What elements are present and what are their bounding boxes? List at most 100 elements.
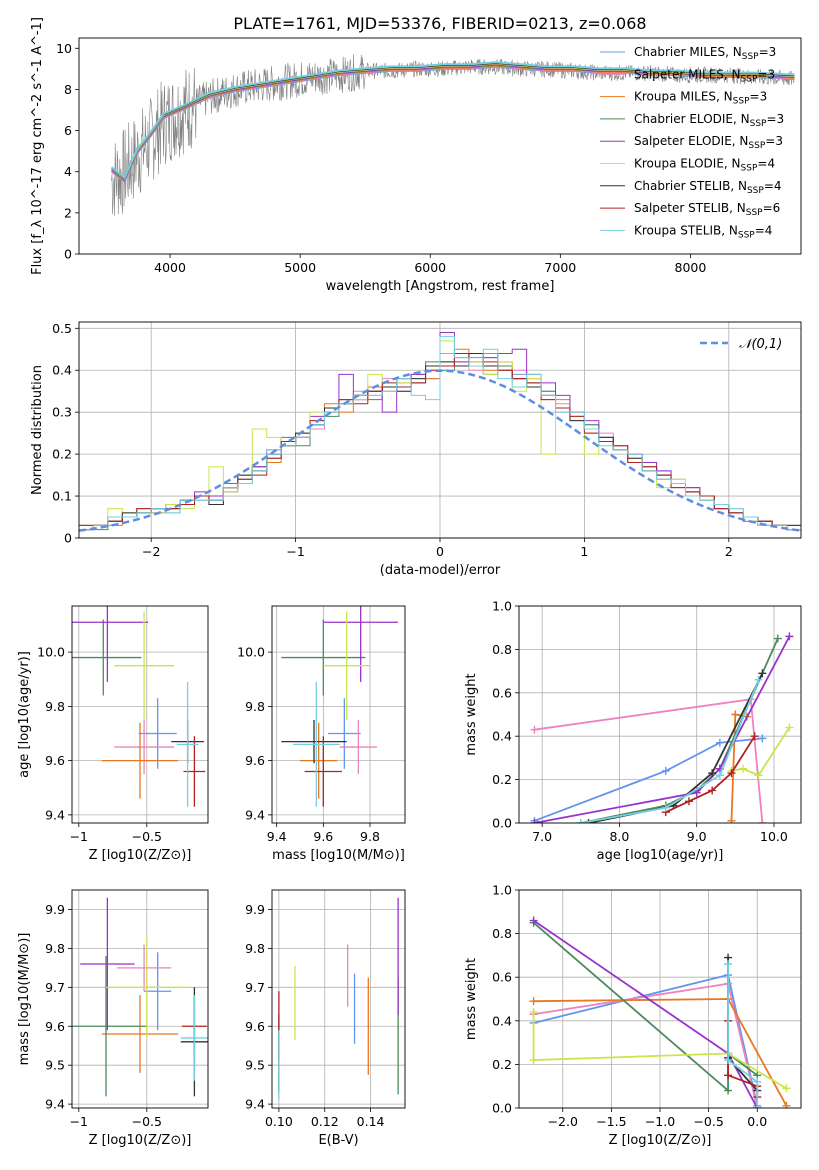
massweight-marker xyxy=(754,675,763,684)
axes-frame xyxy=(78,37,802,255)
massweight-marker xyxy=(529,997,538,1006)
y-tick-label: 0.8 xyxy=(492,642,512,657)
x-axis-label: Z [log10(Z/Z⊙)] xyxy=(89,848,192,863)
x-axis-label: Z [log10(Z/Z⊙)] xyxy=(89,1133,192,1148)
massweight-marker xyxy=(724,1086,733,1095)
massweight-marker xyxy=(684,797,693,806)
massweight-marker xyxy=(661,766,670,775)
massweight-marker xyxy=(750,732,759,741)
x-tick-label: −1.5 xyxy=(596,1114,626,1129)
y-tick-label: 9.6 xyxy=(245,1019,265,1034)
massweight-marker xyxy=(785,632,794,641)
legend-label: Chabrier ELODIE, NSSP=3 xyxy=(634,112,784,129)
y-tick-label: 0.6 xyxy=(492,970,512,985)
y-tick-label: 9.9 xyxy=(45,902,65,917)
massweight-marker xyxy=(758,669,767,678)
figure-title: PLATE=1761, MJD=53376, FIBERID=0213, z=0… xyxy=(233,14,646,33)
x-axis-label: mass [log10(M/M⊙)] xyxy=(272,848,405,863)
y-tick-label: 9.6 xyxy=(45,1019,65,1034)
massweight-marker xyxy=(731,710,740,719)
massweight-marker xyxy=(727,769,736,778)
panel-mass-vs-Z: −1 −0.5 9.4 9.5 9.6 9.7 9.8 9.9 Z [log10(Z/Z⊙)] m… xyxy=(17,889,209,1148)
legend-subscript: SSP xyxy=(747,186,764,196)
x-tick-label: −2.0 xyxy=(548,1114,578,1129)
y-tick-label: 9.4 xyxy=(45,1097,65,1112)
plot-area xyxy=(530,632,794,823)
legend-count: =4 xyxy=(755,223,773,237)
massweight-line xyxy=(534,737,763,822)
y-tick-label: 9.4 xyxy=(45,807,65,822)
y-tick-label: 9.9 xyxy=(245,902,265,917)
axes-frame xyxy=(78,321,802,539)
model-spectrum-line xyxy=(111,66,795,183)
panel-spectrum: 4000 5000 6000 7000 8000 0 2 4 6 8 10 wavelength [A… xyxy=(30,17,802,294)
model-spectrum-line xyxy=(111,66,795,184)
legend-subscript: SSP xyxy=(741,74,758,84)
y-axis-label: Normed distribution xyxy=(30,365,45,495)
massweight-marker xyxy=(715,771,724,780)
legend-label: Kroupa STELIB, NSSP=4 xyxy=(634,223,772,240)
axes-frame xyxy=(71,605,209,824)
legend-count: =6 xyxy=(763,201,781,215)
y-tick-label: 0.0 xyxy=(492,1101,512,1116)
y-tick-label: 6 xyxy=(64,123,72,138)
x-tick-label: −0.5 xyxy=(132,829,162,844)
massweight-marker xyxy=(773,634,782,643)
massweight-line xyxy=(533,982,759,1108)
y-tick-label: 9.8 xyxy=(45,699,65,714)
x-tick-label: 8.0 xyxy=(609,829,629,844)
histogram-step xyxy=(79,340,801,526)
massweight-line xyxy=(727,964,759,1108)
y-tick-label: 8 xyxy=(64,82,72,97)
y-axis-label: mass weight xyxy=(464,673,479,755)
legend-subscript: SSP xyxy=(738,230,755,240)
panel-massweight-vs-Z: −2.0 −1.5 −1.0 −0.5 0.0 0.0 0.2 0.4 0.6 0.8 1.0 Z [… xyxy=(464,883,802,1148)
y-axis-label: mass [log10(M/M⊙)] xyxy=(17,933,32,1066)
axes-frame xyxy=(71,889,209,1109)
plot-area xyxy=(110,54,795,217)
y-tick-label: 0.3 xyxy=(52,405,72,420)
y-tick-label: 9.7 xyxy=(45,980,65,995)
x-tick-label: −2 xyxy=(142,544,160,559)
plot-area xyxy=(281,606,398,807)
y-tick-label: 1.0 xyxy=(492,599,512,614)
massweight-marker xyxy=(739,764,748,773)
legend-count: =4 xyxy=(764,179,782,193)
model-spectrum-line xyxy=(111,64,795,181)
massweight-line xyxy=(532,922,758,1093)
y-tick-label: 0 xyxy=(64,531,72,546)
panel-mass-vs-ebv: 0.10 0.12 0.14 9.4 9.5 9.6 9.7 9.8 9.9 E(B-V) xyxy=(245,889,406,1148)
axes-frame xyxy=(271,605,406,824)
y-tick-label: 9.8 xyxy=(245,699,265,714)
x-axis-label: wavelength [Angstrom, rest frame] xyxy=(326,279,555,294)
legend-subscript: SSP xyxy=(742,52,759,62)
y-tick-label: 9.8 xyxy=(245,941,265,956)
x-axis-label: Z [log10(Z/Z⊙)] xyxy=(609,1133,712,1148)
massweight-marker xyxy=(724,1071,733,1080)
x-tick-label: 9.8 xyxy=(360,829,380,844)
legend-label: 𝒩(0,1) xyxy=(739,337,782,352)
y-tick-label: 9.4 xyxy=(245,1097,265,1112)
y-tick-label: 0.2 xyxy=(492,1057,512,1072)
y-tick-label: 10.0 xyxy=(237,645,265,660)
massweight-marker xyxy=(753,1104,762,1108)
x-tick-label: 0 xyxy=(436,544,444,559)
legend-count: =3 xyxy=(766,112,784,126)
x-tick-label: 7.0 xyxy=(532,829,552,844)
y-tick-label: 0.6 xyxy=(492,685,512,700)
massweight-marker xyxy=(724,1056,733,1065)
legend-subscript: SSP xyxy=(733,97,750,107)
massweight-line xyxy=(534,698,764,823)
legend-subscript: SSP xyxy=(746,208,763,218)
massweight-line xyxy=(534,635,791,823)
massweight-marker xyxy=(754,771,763,780)
x-tick-label: 6000 xyxy=(414,260,446,275)
x-tick-label: −0.5 xyxy=(693,1114,723,1129)
x-tick-label: −0.5 xyxy=(132,1114,162,1129)
massweight-marker xyxy=(758,734,767,743)
y-tick-label: 4 xyxy=(64,164,72,179)
legend-subscript: SSP xyxy=(748,141,765,151)
x-tick-label: 7000 xyxy=(544,260,576,275)
legend-count: =4 xyxy=(757,157,775,171)
massweight-marker xyxy=(715,738,724,747)
